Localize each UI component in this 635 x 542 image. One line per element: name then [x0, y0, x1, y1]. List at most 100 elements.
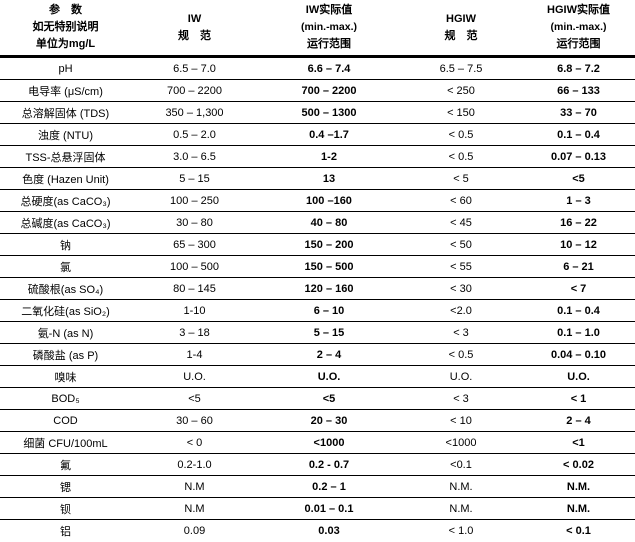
iw-spec-cell: 6.5 – 7.0 [131, 56, 258, 80]
iw-spec-cell: <5 [131, 387, 258, 410]
hgiw-actual-cell: 6.8 – 7.2 [522, 56, 635, 80]
iw-actual-cell: <1000 [258, 431, 400, 454]
header-param-line2: 如无特别说明 [32, 21, 99, 33]
iw-spec-cell: 30 – 60 [131, 409, 258, 432]
hgiw-spec-cell: < 3 [400, 387, 522, 410]
hgiw-actual-cell: 33 – 70 [522, 101, 635, 124]
iw-actual-cell: 1-2 [258, 145, 400, 168]
hgiw-actual-cell: <1 [522, 431, 635, 454]
header-hgiw-spec-line2: 规 范 [444, 29, 478, 42]
table-row: 锶 N.M 0.2 – 1 N.M. N.M. [0, 475, 635, 498]
hgiw-spec-cell: U.O. [400, 365, 522, 388]
hgiw-actual-cell: < 1 [522, 387, 635, 410]
hgiw-actual-cell: 0.1 – 0.4 [522, 123, 635, 146]
hgiw-spec-cell: 6.5 – 7.5 [400, 56, 522, 80]
hgiw-spec-cell: < 0.5 [400, 123, 522, 146]
hgiw-spec-cell: < 55 [400, 255, 522, 278]
hgiw-spec-cell: N.M. [400, 475, 522, 498]
param-cell: 嗅味 [0, 365, 131, 388]
header-row: 参 数 如无特别说明 单位为mg/L IW 规 范 IW实际值 (min.-ma… [0, 0, 635, 58]
table-row: 电导率 (μS/cm) 700 – 2200 700 – 2200 < 250 … [0, 79, 635, 102]
header-iw-spec-line1: IW [187, 12, 202, 25]
header-hgiw-spec-line1: HGIW [446, 12, 476, 25]
param-cell: 氟 [0, 453, 131, 476]
hgiw-spec-cell: < 150 [400, 101, 522, 124]
hgiw-spec-cell: < 10 [400, 409, 522, 432]
iw-spec-cell: 0.2-1.0 [131, 453, 258, 476]
hgiw-spec-cell: <2.0 [400, 299, 522, 322]
header-hgiw-actual-line2: (min.-max.) [550, 21, 607, 33]
iw-spec-cell: 1-10 [131, 299, 258, 322]
hgiw-spec-cell: < 45 [400, 211, 522, 234]
param-cell: 二氧化硅(as SiO₂) [0, 299, 131, 322]
iw-actual-cell: 5 – 15 [258, 321, 400, 344]
param-cell: 浊度 (NTU) [0, 123, 131, 146]
hgiw-actual-cell: 10 – 12 [522, 233, 635, 256]
header-hgiw-actual: HGIW实际值 (min.-max.) 运行范围 [522, 0, 635, 58]
param-cell: 总硬度(as CaCO₃) [0, 189, 131, 212]
iw-spec-cell: N.M [131, 497, 258, 520]
iw-spec-cell: < 0 [131, 431, 258, 454]
hgiw-actual-cell: 1 – 3 [522, 189, 635, 212]
hgiw-actual-cell: 66 – 133 [522, 79, 635, 102]
hgiw-spec-cell: N.M. [400, 497, 522, 520]
iw-spec-cell: 65 – 300 [131, 233, 258, 256]
table-row: 总硬度(as CaCO₃) 100 – 250 100 –160 < 60 1 … [0, 189, 635, 212]
param-cell: BOD₅ [0, 387, 131, 410]
iw-actual-cell: 0.2 – 1 [258, 475, 400, 498]
table-body: pH 6.5 – 7.0 6.6 – 7.4 6.5 – 7.5 6.8 – 7… [0, 56, 635, 542]
param-cell: TSS-总悬浮固体 [0, 145, 131, 168]
table-row: 氯 100 – 500 150 – 500 < 55 6 – 21 [0, 255, 635, 278]
header-hgiw-actual-line3: 运行范围 [556, 38, 601, 50]
hgiw-actual-cell: U.O. [522, 365, 635, 388]
header-param-line1: 参 数 [49, 4, 82, 16]
iw-actual-cell: 6.6 – 7.4 [258, 56, 400, 80]
header-param: 参 数 如无特别说明 单位为mg/L [0, 0, 131, 58]
header-hgiw-actual-line1: HGIW实际值 [547, 4, 610, 16]
param-cell: 硫酸根(as SO₄) [0, 277, 131, 300]
iw-actual-cell: 20 – 30 [258, 409, 400, 432]
param-cell: 电导率 (μS/cm) [0, 79, 131, 102]
hgiw-actual-cell: N.M. [522, 497, 635, 520]
param-cell: 细菌 CFU/100mL [0, 431, 131, 454]
iw-actual-cell: 150 – 200 [258, 233, 400, 256]
hgiw-spec-cell: < 50 [400, 233, 522, 256]
hgiw-actual-cell: < 7 [522, 277, 635, 300]
hgiw-spec-cell: <1000 [400, 431, 522, 454]
iw-actual-cell: 40 – 80 [258, 211, 400, 234]
iw-actual-cell: 700 – 2200 [258, 79, 400, 102]
iw-spec-cell: 80 – 145 [131, 277, 258, 300]
iw-actual-cell: 13 [258, 167, 400, 190]
table-row: 总碱度(as CaCO₃) 30 – 80 40 – 80 < 45 16 – … [0, 211, 635, 234]
header-iw-spec-line2: 规 范 [178, 29, 211, 42]
hgiw-spec-cell: < 5 [400, 167, 522, 190]
param-cell: 磷酸盐 (as P) [0, 343, 131, 366]
iw-spec-cell: 0.09 [183, 524, 206, 537]
table-row: 二氧化硅(as SiO₂) 1-10 6 – 10 <2.0 0.1 – 0.4 [0, 299, 635, 322]
table-row: 铝 0.09 0.03 < 1.0 < 0.1 [0, 520, 635, 542]
hgiw-spec-cell: < 3 [400, 321, 522, 344]
iw-actual-cell: 150 – 500 [258, 255, 400, 278]
iw-spec-cell: 1-4 [131, 343, 258, 366]
header-hgiw-spec: HGIW 规 范 [400, 0, 522, 58]
param-cell: 总碱度(as CaCO₃) [0, 211, 131, 234]
iw-spec-cell: 350 – 1,300 [131, 101, 258, 124]
iw-spec-cell: N.M [131, 475, 258, 498]
param-cell: 氨-N (as N) [0, 321, 131, 344]
hgiw-spec-cell: < 60 [400, 189, 522, 212]
param-cell: COD [0, 409, 131, 432]
iw-actual-cell: 0.4 –1.7 [258, 123, 400, 146]
iw-spec-cell: 100 – 500 [131, 255, 258, 278]
table-row: 硫酸根(as SO₄) 80 – 145 120 – 160 < 30 < 7 [0, 277, 635, 300]
table-row: 总溶解固体 (TDS) 350 – 1,300 500 – 1300 < 150… [0, 101, 635, 124]
hgiw-actual-cell: N.M. [522, 475, 635, 498]
iw-actual-cell: 120 – 160 [258, 277, 400, 300]
hgiw-actual-cell: 16 – 22 [522, 211, 635, 234]
table-row: 钡 N.M 0.01 – 0.1 N.M. N.M. [0, 497, 635, 520]
iw-actual-cell: U.O. [258, 365, 400, 388]
hgiw-actual-cell: 0.1 – 0.4 [522, 299, 635, 322]
table-row: 氨-N (as N) 3 – 18 5 – 15 < 3 0.1 – 1.0 [0, 321, 635, 344]
hgiw-spec-cell: < 0.5 [400, 145, 522, 168]
iw-spec-cell: 0.5 – 2.0 [131, 123, 258, 146]
iw-actual-cell: <5 [258, 387, 400, 410]
